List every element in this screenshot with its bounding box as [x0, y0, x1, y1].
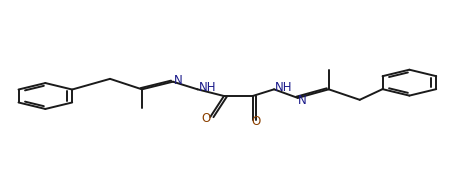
Text: O: O — [201, 112, 210, 125]
Text: NH: NH — [198, 81, 216, 94]
Text: N: N — [174, 74, 183, 87]
Text: NH: NH — [275, 81, 292, 94]
Text: N: N — [298, 94, 307, 107]
Text: O: O — [252, 115, 261, 128]
